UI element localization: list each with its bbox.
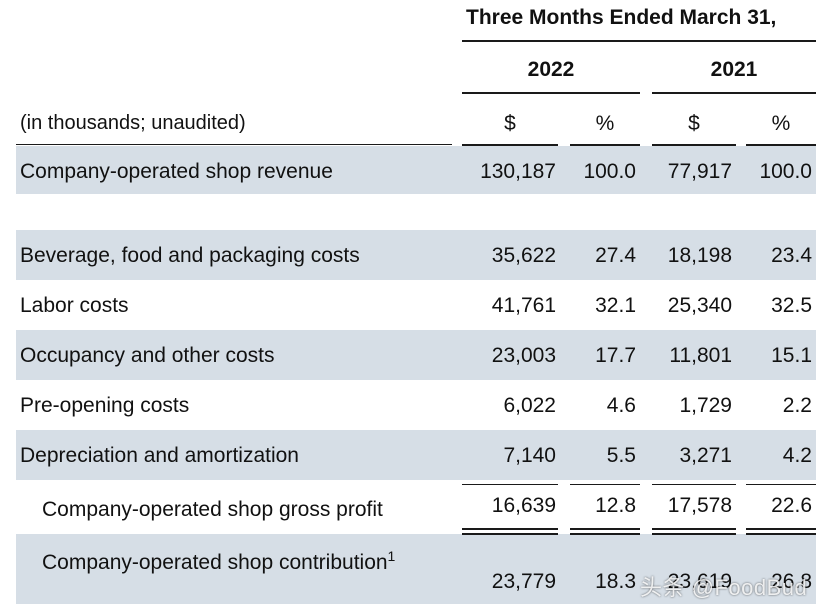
- pct-2021: 23.4: [771, 244, 812, 267]
- pct-2021: 15.1: [771, 344, 812, 367]
- double-rule-dollar-2021-a: [652, 528, 736, 530]
- pct-2021: 2.2: [782, 394, 812, 417]
- row-shade-occupancy: [16, 330, 816, 380]
- watermark: 头条 @FoodBud: [640, 575, 808, 600]
- row-label: Depreciation and amortization: [20, 444, 299, 467]
- value-2021: 11,801: [669, 344, 732, 367]
- value-2022: 16,639: [491, 494, 556, 517]
- col-dollar-2021: $: [688, 112, 700, 135]
- pct-2022: 4.6: [606, 394, 636, 417]
- double-rule-pct-2021-b: [746, 533, 816, 535]
- value-2021: 18,198: [667, 244, 732, 267]
- value-2021: 3,271: [679, 444, 732, 467]
- pct-2022: 17.7: [595, 344, 636, 367]
- pct-2022: 100.0: [583, 160, 636, 183]
- value-2021: 77,917: [667, 160, 732, 183]
- year-2021-header: 2021: [710, 58, 758, 81]
- subheader-rule-pct-2021: [746, 144, 816, 146]
- pct-2022: 18.3: [595, 570, 636, 593]
- row-label: Pre-opening costs: [20, 394, 190, 417]
- subheader-rule-dollar-2022: [462, 144, 558, 146]
- row-label: Beverage, food and packaging costs: [20, 244, 360, 267]
- row-label: Company-operated shop contribution1: [42, 548, 395, 575]
- row-shade-contribution: [16, 534, 816, 604]
- value-2021: 17,578: [667, 494, 732, 517]
- double-rule-dollar-2022-a: [462, 528, 558, 530]
- subheader-rule-label: [16, 144, 452, 145]
- value-2021: 25,340: [667, 294, 732, 317]
- units-label: (in thousands; unaudited): [20, 112, 246, 134]
- row-label-text: Company-operated shop contribution: [42, 551, 388, 574]
- double-rule-dollar-2021-b: [652, 533, 736, 535]
- value-2022: 6,022: [503, 394, 556, 417]
- value-2022: 23,003: [491, 344, 556, 367]
- row-label: Company-operated shop revenue: [20, 160, 333, 183]
- period-header-rule: [462, 40, 816, 42]
- pct-2022: 32.1: [595, 294, 636, 317]
- pct-2021: 100.0: [759, 160, 812, 183]
- double-rule-pct-2022-a: [570, 528, 640, 530]
- pct-2021: 4.2: [782, 444, 812, 467]
- value-2021: 23,619: [667, 570, 732, 593]
- row-label: Occupancy and other costs: [20, 344, 275, 367]
- row-label: Labor costs: [20, 294, 129, 317]
- pct-2021: 32.5: [771, 294, 812, 317]
- value-2021: 1,729: [679, 394, 732, 417]
- value-2022: 130,187: [480, 160, 556, 183]
- subtotal-rule-dollar-2022: [462, 484, 558, 485]
- double-rule-dollar-2022-b: [462, 533, 558, 535]
- col-pct-2022: %: [595, 112, 615, 135]
- year-2021-rule: [652, 92, 816, 94]
- value-2022: 41,761: [491, 294, 556, 317]
- row-shade-depreciation: [16, 430, 816, 480]
- year-2022-rule: [462, 92, 640, 94]
- value-2022: 23,779: [491, 570, 556, 593]
- row-shade-revenue: [16, 146, 816, 194]
- value-2022: 7,140: [503, 444, 556, 467]
- subtotal-rule-dollar-2021: [652, 484, 736, 485]
- subtotal-rule-pct-2022: [570, 484, 640, 485]
- pct-2022: 5.5: [606, 444, 636, 467]
- row-shade-beverage: [16, 230, 816, 280]
- period-header: Three Months Ended March 31,: [466, 6, 777, 29]
- pct-2022: 12.8: [595, 494, 636, 517]
- pct-2021: 22.6: [771, 494, 812, 517]
- pct-2022: 27.4: [595, 244, 636, 267]
- subheader-rule-pct-2022: [570, 144, 640, 146]
- row-label: Company-operated shop gross profit: [42, 498, 383, 521]
- double-rule-pct-2021-a: [746, 528, 816, 530]
- col-dollar-2022: $: [504, 112, 516, 135]
- footnote-marker: 1: [387, 548, 396, 564]
- pct-2021: 26.8: [771, 570, 812, 593]
- subtotal-rule-pct-2021: [746, 484, 816, 485]
- double-rule-pct-2022-b: [570, 533, 640, 535]
- year-2022-header: 2022: [527, 58, 575, 81]
- subheader-rule-dollar-2021: [652, 144, 736, 146]
- value-2022: 35,622: [491, 244, 556, 267]
- col-pct-2021: %: [771, 112, 791, 135]
